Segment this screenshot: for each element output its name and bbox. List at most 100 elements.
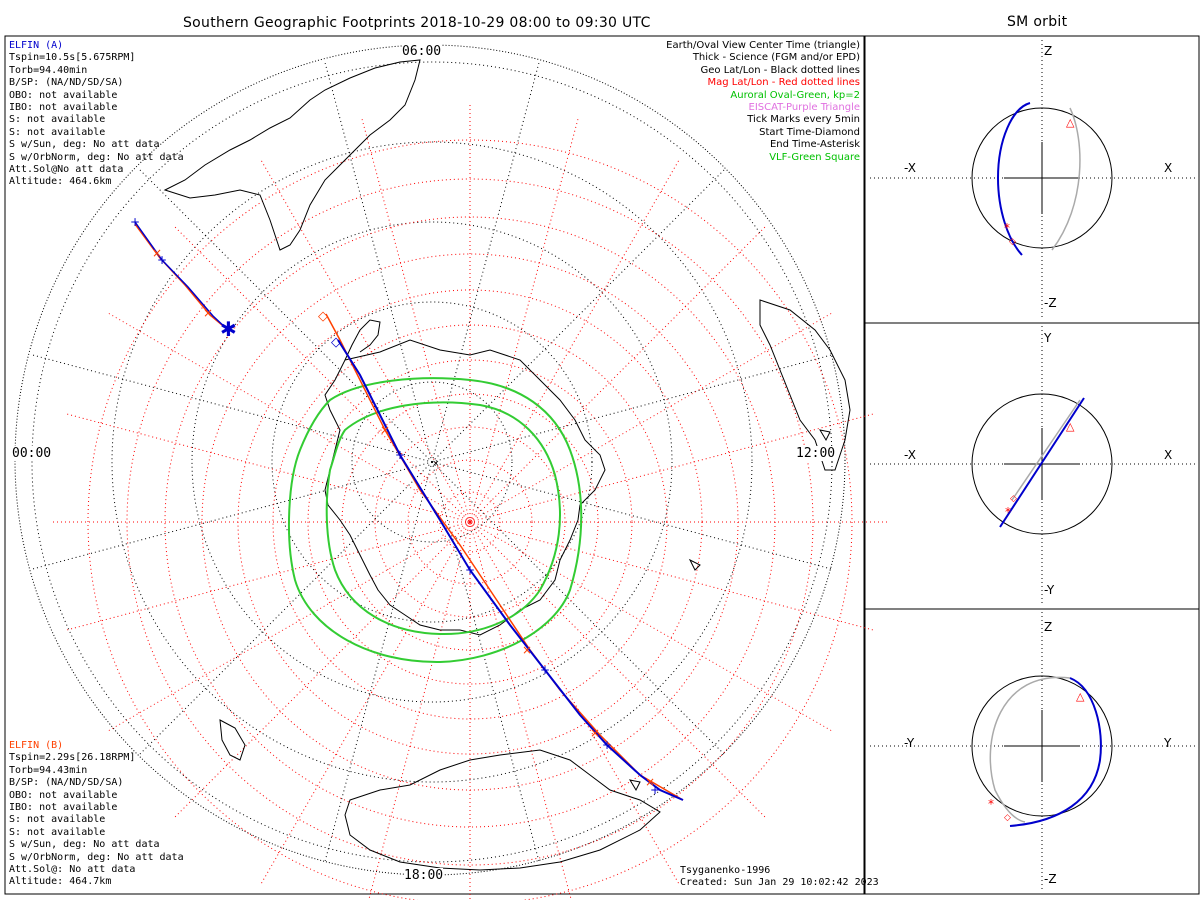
orbit-panel-1: △ * ◇ — [870, 40, 1198, 318]
map-label-right: 12:00 — [796, 446, 836, 461]
elfin-a-line: S w/OrbNorm, deg: No att data — [9, 151, 184, 163]
elfin-b-line: Altitude: 464.7km — [9, 876, 112, 888]
geo-lat-circle — [31, 61, 833, 863]
model-label: Tsyganenko-1996 — [680, 865, 771, 876]
elfin-a-tick: + — [650, 783, 660, 797]
orbit-title: SM orbit — [1007, 14, 1068, 30]
elfin-b-line: B/SP: (NA/ND/SD/SA) — [9, 777, 124, 789]
elfin-a-tick: + — [602, 738, 612, 752]
diamond-marker-2: ◇ — [1010, 494, 1017, 504]
mag-lat-circle — [87, 139, 853, 900]
legend-entry: Geo Lat/Lon - Black dotted lines — [700, 64, 860, 76]
legend-entry: Auroral Oval-Green, kp=2 — [730, 89, 860, 101]
auroral-oval — [287, 377, 583, 664]
elfin-b-line: S w/Sun, deg: No att data — [9, 839, 160, 851]
elfin-a-tick: + — [395, 448, 405, 462]
elfin-b-line: OBO: not available — [9, 789, 118, 801]
mag-lat-circle — [374, 426, 566, 618]
orbit-panel-3: △ * ◇ — [870, 612, 1198, 890]
geo-pole-marker: × — [432, 459, 440, 469]
geo-lat-circle — [351, 381, 513, 543]
elfin-a-lines: Tspin=10.5s[5.675RPM] Torb=94.40min B/SP: … — [9, 52, 184, 188]
orbit-b-1 — [1051, 107, 1081, 251]
elfin-a-line: Att.Sol@No att data — [9, 164, 124, 176]
triangle-marker-2: △ — [1066, 420, 1075, 433]
legend-entry: VLF-Green Square — [769, 151, 860, 163]
elfin-a-tick: + — [130, 215, 140, 229]
auroral-oval-inner — [325, 401, 561, 636]
elfin-a-start-diamond: ◇ — [331, 335, 341, 350]
panel-2-down-label: -Y — [1044, 583, 1055, 597]
geo-lat-circle — [271, 301, 593, 623]
mag-lat-circle — [307, 359, 633, 685]
geo-grid — [31, 61, 833, 863]
elfin-a-line: Torb=94.40min — [9, 64, 88, 76]
asterisk-marker-3: * — [988, 797, 994, 811]
panel-1-left-label: -X — [904, 161, 916, 175]
elfin-b-line: Att.Sol@: No att data — [9, 864, 136, 876]
created-label: Created: Sun Jan 29 10:02:42 2023 — [680, 877, 879, 889]
elfin-b-info: ELFIN (B) Tspin=2.29s[26.18RPM] Torb=94.4… — [9, 740, 184, 889]
elfin-b-line: S: not available — [9, 814, 106, 826]
antarctic-peninsula — [344, 319, 381, 361]
asterisk-marker-2: * — [1005, 505, 1011, 519]
legend-entry: Earth/Oval View Center Time (triangle) — [666, 40, 860, 51]
elfin-b-start-diamond: ◇ — [318, 309, 328, 324]
elfin-b-track-2 — [325, 313, 684, 801]
legend: Earth/Oval View Center Time (triangle) Th… — [666, 40, 860, 164]
triangle-marker-3: △ — [1076, 690, 1085, 703]
elfin-a-track-1 — [134, 221, 229, 331]
elfin-a-info: ELFIN (A) Tspin=10.5s[5.675RPM] Torb=94.4… — [9, 40, 184, 189]
elfin-a-line: Tspin=10.5s[5.675RPM] — [9, 52, 136, 64]
elfin-a-tick: + — [540, 663, 550, 677]
mag-grid — [50, 102, 890, 900]
south-america-coastline — [163, 59, 421, 251]
elfin-a-name: ELFIN (A) — [9, 40, 64, 51]
orbit-b-3 — [989, 676, 1071, 823]
elfin-b-tick: × — [590, 726, 600, 740]
elfin-b-tick: × — [152, 246, 162, 260]
map-label-bottom: 18:00 — [404, 868, 444, 883]
auroral-oval-outer — [287, 377, 583, 664]
elfin-a-line: OBO: not available — [9, 89, 118, 101]
elfin-b-name: ELFIN (B) — [9, 740, 64, 751]
elfin-a-tick: + — [465, 563, 475, 577]
coastlines — [163, 59, 851, 871]
orbit-a-3 — [1009, 677, 1102, 827]
elfin-b-tick: × — [522, 643, 532, 657]
elfin-tracks: +++++++××××××✱◇◇ — [130, 215, 684, 801]
elfin-b-tick: × — [380, 423, 390, 437]
legend-entry: End Time-Asterisk — [769, 139, 860, 151]
elfin-b-line: IBO: not available — [9, 802, 118, 814]
mag-lat-circle — [439, 491, 501, 553]
legend-entry: EISCAT-Purple Triangle — [748, 102, 861, 114]
elfin-a-track-2 — [337, 339, 684, 801]
panel-3-left-label: -Y — [904, 736, 915, 750]
elfin-a-line: S: not available — [9, 114, 106, 126]
elfin-b-line: Torb=94.43min — [9, 764, 88, 776]
new-zealand-coastline — [219, 719, 246, 761]
map-title: Southern Geographic Footprints 2018-10-2… — [183, 15, 651, 31]
panel-1-down-label: -Z — [1044, 296, 1057, 310]
elfin-a-tick: + — [157, 253, 167, 267]
elfin-b-line: S: not available — [9, 826, 106, 838]
australia-coastline — [344, 749, 661, 871]
legend-entry: Thick - Science (FGM and/or EPD) — [692, 52, 860, 64]
elfin-a-line: IBO: not available — [9, 102, 118, 114]
mag-lat-circle — [126, 178, 814, 866]
panel-3-down-label: -Z — [1044, 872, 1057, 886]
legend-entry: Mag Lat/Lon - Red dotted lines — [707, 77, 860, 89]
footer: Tsyganenko-1996 Created: Sun Jan 29 10:0… — [680, 865, 879, 890]
panel-1-right-label: X — [1164, 161, 1173, 175]
elfin-a-line: S w/Sun, deg: No att data — [9, 139, 160, 151]
elfin-b-line: Tspin=2.29s[26.18RPM] — [9, 752, 136, 764]
geo-lat-circle — [191, 221, 673, 703]
triangle-marker-1: △ — [1066, 116, 1075, 129]
elfin-b-tick: × — [203, 306, 213, 320]
mag-lat-circle — [407, 459, 533, 585]
panel-2-up-label: Y — [1044, 331, 1052, 345]
orbit-panel-2: △ * ◇ — [870, 326, 1198, 604]
map-label-top: 06:00 — [402, 44, 442, 59]
map-globe: × +++++++××××××✱◇◇ — [14, 44, 890, 900]
